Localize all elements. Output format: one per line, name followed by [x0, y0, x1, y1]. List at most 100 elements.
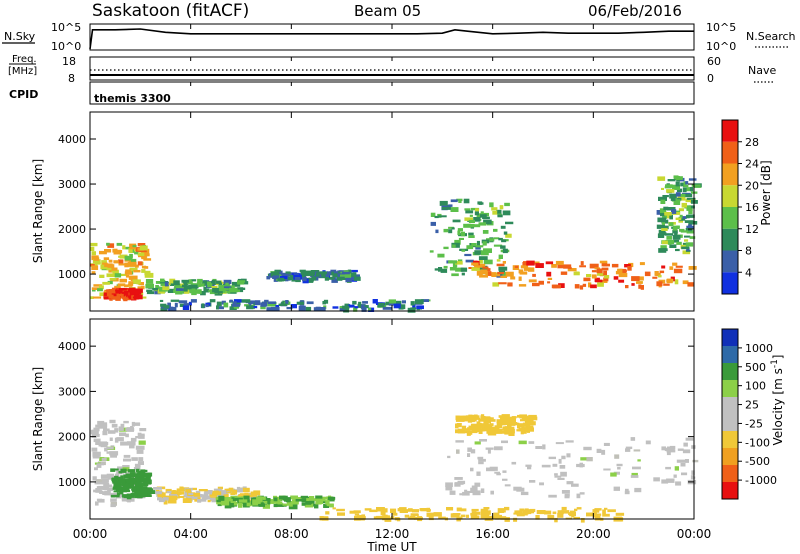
echo-cell [302, 277, 307, 282]
echo-cell [160, 278, 165, 283]
echo-cell [157, 497, 162, 501]
echo-cell [497, 214, 503, 218]
echo-cell [475, 246, 481, 250]
echo-cell [131, 421, 135, 427]
x-tick-label: 00:00 [677, 527, 712, 541]
echo-cell [138, 282, 144, 286]
echo-cell [661, 265, 666, 269]
echo-cell [121, 494, 131, 498]
echo-cell [658, 196, 667, 201]
power-panel: 1000 2000 3000 4000 Slant Range [km] 4 8 12 16… [31, 111, 773, 313]
echo-cell [687, 282, 694, 287]
echo-cell [685, 198, 695, 203]
echo-cell [558, 283, 565, 288]
echo-cell [505, 233, 512, 238]
echo-cell [99, 292, 107, 297]
echo-cell [165, 488, 172, 494]
echo-cell [327, 496, 335, 502]
echo-cell [188, 492, 194, 495]
echo-cell [131, 488, 140, 491]
echo-cell [152, 287, 158, 291]
echo-cell [430, 212, 436, 217]
echo-cell [426, 512, 434, 517]
echo-cell [686, 230, 694, 234]
echo-cell [680, 182, 684, 187]
echo-cell [111, 477, 115, 481]
echo-cell [523, 267, 531, 271]
echo-cell [120, 441, 129, 446]
echo-cell [94, 467, 98, 471]
echo-cell [238, 503, 243, 508]
echo-cell [109, 278, 117, 281]
echo-cell [527, 267, 535, 272]
power-colorbar: 4 8 12 16 20 24 28 [721, 119, 759, 295]
echo-cell [137, 261, 143, 266]
echo-cell [498, 415, 502, 418]
echo-cell [681, 246, 690, 250]
echo-cell [520, 491, 529, 496]
echo-cell [468, 235, 475, 238]
echo-cell [110, 453, 117, 458]
echo-cell [99, 441, 108, 446]
echo-cell [108, 259, 113, 263]
echo-cell [218, 495, 225, 501]
echo-cell [107, 430, 116, 434]
echo-cell [384, 517, 392, 522]
echo-cell [112, 269, 119, 274]
nsky-panel: N.Sky 10^5 10^0 10^5 10^0 N.Search [2, 21, 796, 53]
echo-cell [661, 228, 668, 231]
echo-cell [141, 265, 147, 269]
colorbar-cell [722, 363, 738, 380]
echo-cell [336, 508, 345, 512]
echo-cell [205, 304, 209, 308]
echo-cell [591, 274, 597, 279]
echo-cell [181, 279, 189, 283]
echo-cell [674, 466, 679, 471]
echo-cell [508, 431, 515, 436]
velocity-y-axis: 1000 2000 3000 4000 [58, 340, 694, 489]
echo-cell [454, 482, 464, 485]
echo-cell [614, 454, 620, 459]
echo-cell [426, 507, 431, 512]
echo-cell [579, 265, 586, 268]
echo-cell [229, 287, 238, 293]
echo-cell [599, 260, 608, 264]
echo-cell [661, 446, 666, 451]
echo-cell [357, 303, 362, 308]
echo-cell [464, 253, 472, 257]
colorbar-frame [721, 328, 739, 500]
echo-cell [93, 427, 100, 432]
echo-cell [300, 495, 308, 500]
echo-cell [138, 457, 144, 462]
echo-cell [576, 493, 581, 499]
echo-cell [627, 266, 632, 271]
echo-cell [454, 239, 461, 245]
echo-cell [482, 266, 489, 269]
echo-cell [133, 467, 141, 470]
echo-cell [547, 281, 551, 284]
echo-cell [127, 498, 131, 503]
echo-cell [277, 503, 284, 507]
y-tick-label: 2000 [58, 431, 86, 444]
echo-cell [101, 457, 107, 461]
echo-cell [136, 474, 143, 477]
echo-cell [545, 261, 554, 265]
echo-cell [636, 281, 643, 284]
echo-cell [274, 497, 278, 501]
echo-cell [204, 288, 210, 293]
colorbar-cell [722, 185, 738, 208]
echo-cell [459, 419, 468, 422]
echo-cell [452, 219, 461, 223]
echo-cell [479, 260, 483, 264]
echo-cell [395, 300, 402, 306]
echo-cell [665, 466, 671, 470]
echo-cell [484, 510, 491, 515]
echo-cell [630, 475, 639, 478]
echo-cell [684, 193, 693, 198]
echo-cell [388, 299, 396, 304]
echo-cell [114, 475, 119, 479]
echo-cell [209, 299, 216, 303]
echo-cell [675, 481, 682, 486]
echo-cell [638, 284, 642, 289]
echo-cell [341, 305, 350, 310]
